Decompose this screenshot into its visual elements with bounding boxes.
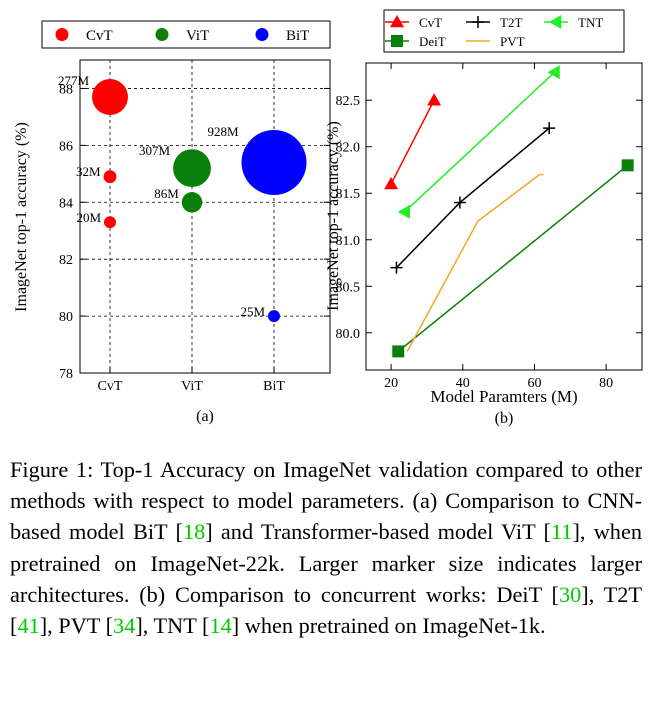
panel-a-point-label-277m: 277M xyxy=(58,73,90,88)
panel-b-ytick-label-82-0: 82.0 xyxy=(336,141,361,156)
panel-a-legend-marker-bit xyxy=(255,28,269,41)
panel-b-legend-label-pvt: PVT xyxy=(500,34,525,49)
panel-a-ytick-label-84: 84 xyxy=(59,196,73,211)
panel-a-xtick-label-cvt: CvT xyxy=(98,379,123,394)
panel-a-point-label-32m: 32M xyxy=(76,164,101,179)
panel-a-ytick-label-86: 86 xyxy=(59,139,73,154)
figure-caption: Figure 1: Top-1 Accuracy on ImageNet val… xyxy=(10,454,642,641)
panel-b-line-pvt xyxy=(406,173,544,352)
panel-b-xtick-label-40: 40 xyxy=(456,376,470,391)
panel-b-ytick-label-81-5: 81.5 xyxy=(336,187,361,202)
caption-text: ], TNT [ xyxy=(135,613,210,639)
panel-b-legend-label-tnt: TNT xyxy=(578,15,603,30)
panel-a-legend-marker-cvt xyxy=(55,28,69,41)
panel-b-legend-marker-deit xyxy=(391,35,403,47)
panel-b-ytick-label-80-0: 80.0 xyxy=(336,327,361,342)
panel-b-marker-t2t-2 xyxy=(543,122,556,135)
panel-a-point-vit-86m xyxy=(181,192,203,213)
panel-a-point-label-20m: 20M xyxy=(76,210,101,225)
caption-text: Figure 1: Top-1 Accuracy on ImageNet val… xyxy=(10,457,642,545)
panel-b-xtick-label-20: 20 xyxy=(384,376,398,391)
panel-b-marker-tnt-0 xyxy=(397,204,410,219)
panel-b-marker-t2t-0 xyxy=(390,261,403,274)
panel-b-y-axis-label: ImageNet top-1 accuracy (%) xyxy=(325,121,342,311)
panel-b-line-deit xyxy=(397,164,629,352)
panel-b-marker-deit-0 xyxy=(392,345,405,358)
panel-b-xtick-label-80: 80 xyxy=(599,376,613,391)
citation-link[interactable]: 41 xyxy=(17,613,40,639)
panel-b-marker-t2t-1 xyxy=(453,196,466,209)
panel-b-legend-frame xyxy=(383,9,625,53)
citation-link[interactable]: 34 xyxy=(113,613,136,639)
panel-b-marker-cvt-1 xyxy=(427,93,442,106)
caption-text: ] when pretrained on ImageNet-1k. xyxy=(231,613,546,639)
panel-b-legend-label-t2t: T2T xyxy=(500,15,522,30)
panel-a-label: (a) xyxy=(196,408,214,425)
citation-link[interactable]: 14 xyxy=(209,613,232,639)
caption-text: ] and Transformer-based model ViT [ xyxy=(205,519,551,545)
citation-link[interactable]: 18 xyxy=(182,519,206,545)
caption-text: ], PVT [ xyxy=(39,613,114,639)
panel-a-ytick-label-82: 82 xyxy=(59,253,73,268)
panel-a-point-bit-25m xyxy=(268,310,280,323)
panel-a-ytick-label-78: 78 xyxy=(59,367,73,382)
panel-a-point-cvt-20m xyxy=(104,216,116,229)
panel-b-legend-marker-tnt xyxy=(549,15,562,29)
figure-1: 78 80 82 84 86 88 CvT ViT BiT 277M 32M 20M 307M 86M 9… xyxy=(13,9,643,427)
panel-b-legend-label-deit: DeiT xyxy=(419,34,446,49)
panel-a-plot-frame xyxy=(79,59,331,374)
citation-link[interactable]: 11 xyxy=(550,519,573,545)
panel-b-marker-cvt-0 xyxy=(384,176,399,190)
panel-b-ytick-label-82-5: 82.5 xyxy=(336,94,361,109)
panel-a-chart: 78 80 82 84 86 88 CvT ViT BiT 277M 32M 20M 307M 86M 9… xyxy=(13,20,331,425)
caption-text: ], T2T [ xyxy=(10,581,643,639)
panel-a-legend-marker-vit xyxy=(155,28,169,41)
panel-b-ytick-label-81-0: 81.0 xyxy=(336,234,361,249)
panel-b-legend-marker-cvt xyxy=(390,15,404,28)
panel-b-marker-deit-1 xyxy=(621,159,634,172)
panel-a-legend: CvT ViT BiT xyxy=(41,20,331,49)
panel-b-plot-frame xyxy=(365,62,643,371)
panel-a-point-label-86m: 86M xyxy=(154,186,179,201)
citation-link[interactable]: 30 xyxy=(558,581,582,607)
panel-a-xtick-label-bit: BiT xyxy=(263,379,285,394)
panel-a-legend-frame xyxy=(41,20,331,49)
panel-a-point-label-25m: 25M xyxy=(240,304,265,319)
panel-a-point-cvt-32m xyxy=(103,170,117,184)
panel-a-point-vit-307m xyxy=(173,149,211,188)
panel-b-chart: 80.0 80.5 81.0 81.5 82.0 82.5 20 40 60 80 ImageNe… xyxy=(325,9,643,427)
panel-b-legend: CvT T2T TNT DeiT PVT xyxy=(383,9,625,53)
panel-a-legend-label-bit: BiT xyxy=(286,28,309,44)
panel-a-point-label-928m: 928M xyxy=(207,124,239,139)
panel-b-xtick-label-60: 60 xyxy=(527,376,541,391)
panel-b-marker-tnt-1 xyxy=(547,65,560,80)
panel-a-point-bit-928m xyxy=(241,129,307,195)
panel-a-legend-label-vit: ViT xyxy=(186,28,209,44)
panel-a-xtick-label-vit: ViT xyxy=(181,379,203,394)
panel-a-ytick-label-80: 80 xyxy=(59,310,73,325)
panel-a-legend-label-cvt: CvT xyxy=(86,28,113,44)
panel-a-y-axis-label: ImageNet top-1 accuracy (%) xyxy=(13,122,30,312)
caption-text: ], when pretrained on ImageNet-22k. Larg… xyxy=(10,519,643,607)
panel-a-ytick-label-88: 88 xyxy=(59,82,73,97)
panel-b-legend-label-cvt: CvT xyxy=(419,15,442,30)
panel-a-point-cvt-277m xyxy=(92,79,128,115)
panel-b-legend-marker-t2t xyxy=(472,16,484,28)
panel-b-line-cvt xyxy=(390,99,435,185)
panel-b-ytick-label-80-5: 80.5 xyxy=(336,280,361,295)
panel-a-point-label-307m: 307M xyxy=(139,143,171,158)
panel-b-x-axis-label: Model Paramters (M) xyxy=(430,387,577,406)
panel-b-line-tnt xyxy=(404,71,556,213)
panel-b-label: (b) xyxy=(495,410,514,427)
